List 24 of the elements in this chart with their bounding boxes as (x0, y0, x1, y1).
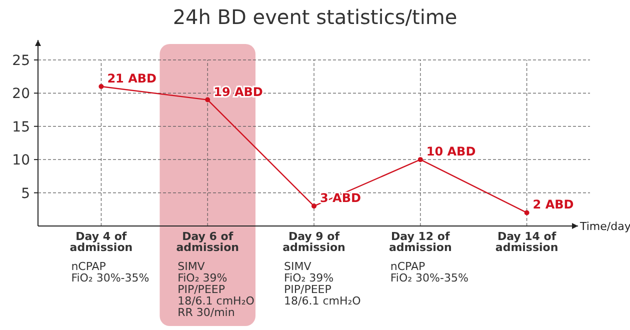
chart-title: 24h BD event statistics/time (172, 5, 458, 29)
point (312, 204, 316, 209)
x-tick-label: Day 6 of admission (176, 230, 239, 254)
point (98, 84, 104, 89)
y-tick-label: 25 (12, 52, 30, 69)
data-label: 21 ABD (107, 72, 157, 86)
y-tick-label: 15 (12, 119, 30, 136)
x-tick-label: Day 12 of admission (389, 230, 452, 254)
x-tick-label: Day 4 of admission (70, 230, 133, 254)
point (205, 97, 210, 102)
text: SIMV FiO₂ 39% PIP/PEEP 18/6.1 cmH₂O (284, 260, 362, 308)
data-label: 10 ABD (426, 144, 476, 159)
y-tick-label: 10 (12, 152, 30, 169)
y-tick-label: 5 (21, 186, 30, 202)
y-tick-label: 20 (12, 86, 30, 102)
point (418, 157, 423, 162)
x-tick-label: Day 9 of admission (282, 230, 346, 254)
text: SIMV FiO₂ 39% PIP/PEEP 18/6.1 cmH₂O RR 30/min (178, 260, 255, 319)
data-label: 2 ABD (532, 198, 574, 212)
x-tick-label: Day 14 of admission (495, 230, 558, 254)
text: nCPAP FiO₂ 30%-35% (390, 260, 468, 284)
text: nCPAP FiO₂ 30%-35% (71, 260, 150, 284)
point (524, 210, 530, 216)
data-label: 19 ABD (214, 84, 263, 99)
